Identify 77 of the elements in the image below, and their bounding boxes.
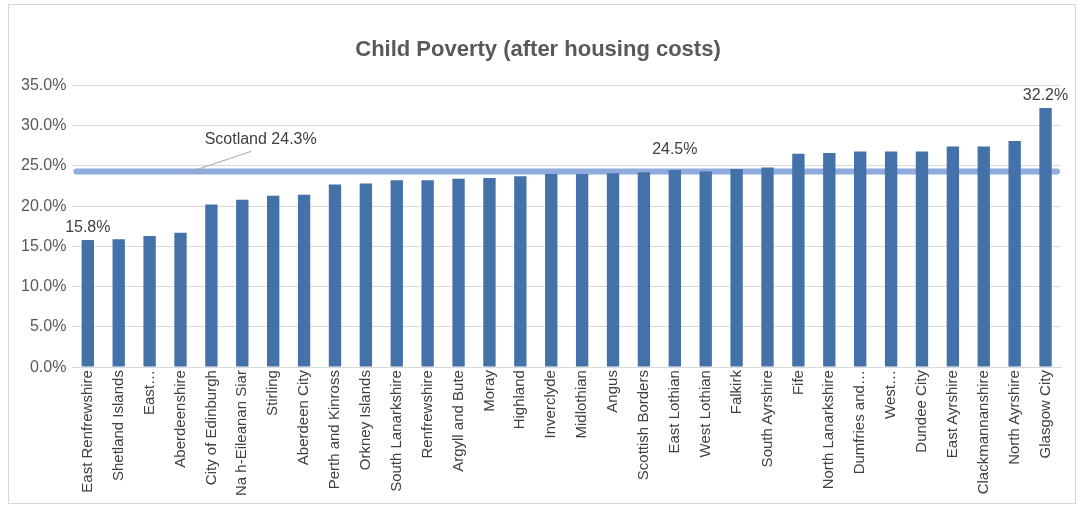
- y-tick-label: 20.0%: [20, 196, 67, 214]
- bar: [236, 199, 249, 367]
- bar: [1008, 140, 1021, 367]
- bar: [915, 151, 929, 367]
- bar: [81, 239, 94, 367]
- bar: [792, 153, 805, 367]
- x-tick-label: Falkirk: [726, 369, 744, 415]
- x-tick-label: Glasgow City: [1035, 369, 1053, 459]
- bar: [637, 172, 651, 367]
- x-tick-label: Scottish Borders: [634, 370, 652, 481]
- bar: [359, 183, 373, 367]
- x-tick-label: Na h-Eileanan Siar: [232, 370, 250, 496]
- y-tick-label: 30.0%: [20, 116, 67, 134]
- x-tick-label: Clackmannanshire: [973, 370, 991, 495]
- x-tick-label: Dumfries and…: [850, 370, 868, 475]
- x-tick-label: Renfrewshire: [417, 370, 435, 459]
- y-tick-label: 25.0%: [20, 156, 67, 174]
- chart-title: Child Poverty (after housing costs): [355, 36, 721, 62]
- bar: [297, 194, 311, 367]
- x-tick-label: Inverclyde: [541, 370, 559, 439]
- bar: [668, 169, 681, 367]
- data-label: 32.2%: [1022, 86, 1069, 104]
- bar: [545, 173, 558, 367]
- y-tick-label: 10.0%: [20, 277, 67, 295]
- x-tick-label: Shetland Islands: [108, 370, 126, 482]
- bar: [328, 184, 342, 367]
- x-tick-label: Argyll and Bute: [448, 370, 466, 472]
- x-tick-label: Aberdeen City: [294, 369, 312, 466]
- x-tick-label: Midlothian: [572, 370, 590, 439]
- y-tick-label: 0.0%: [29, 357, 67, 375]
- bar: [946, 146, 960, 367]
- bar: [761, 167, 774, 367]
- ref-line-label: Scotland 24.3%: [204, 129, 317, 147]
- bar: [452, 178, 465, 367]
- bar: [143, 235, 156, 367]
- bar: [421, 180, 434, 367]
- bar: [823, 153, 836, 367]
- bar: [730, 169, 743, 367]
- x-tick-label: Moray: [479, 369, 497, 412]
- x-tick-label: West…: [881, 370, 899, 419]
- bar: [483, 177, 496, 367]
- x-tick-label: Orkney Islands: [356, 370, 374, 471]
- x-tick-label: East Lothian: [664, 370, 682, 454]
- x-tick-label: North Lanarkshire: [819, 370, 837, 490]
- bar: [575, 173, 589, 367]
- x-tick-label: East Renfrewshire: [77, 370, 95, 493]
- y-tick-label: 15.0%: [20, 236, 67, 254]
- y-tick-label: 35.0%: [20, 75, 67, 93]
- bar: [884, 151, 898, 367]
- x-tick-label: City of Edinburgh: [201, 370, 219, 486]
- bar: [174, 232, 187, 367]
- bar: [977, 146, 990, 367]
- x-tick-label: South Ayrshire: [757, 370, 775, 468]
- bar: [514, 176, 527, 367]
- bar: [854, 151, 867, 367]
- x-tick-label: East…: [139, 370, 157, 416]
- bar: [205, 204, 218, 367]
- bar: [699, 171, 712, 367]
- x-tick-label: Dundee City: [912, 369, 930, 453]
- x-tick-label: Aberdeenshire: [170, 370, 188, 468]
- data-label: 15.8%: [65, 218, 111, 236]
- bar: [606, 173, 620, 367]
- x-tick-label: West Lothian: [695, 370, 713, 458]
- x-tick-label: East Ayrshire: [943, 370, 961, 459]
- x-tick-label: North Ayrshire: [1004, 370, 1022, 465]
- x-tick-label: Fife: [788, 370, 806, 396]
- bar: [1039, 107, 1052, 367]
- x-tick-label: South Lanarkshire: [386, 370, 404, 492]
- bar: [112, 239, 125, 367]
- x-tick-label: Stirling: [263, 370, 281, 416]
- bar: [390, 180, 403, 367]
- data-label: 24.5%: [652, 139, 698, 157]
- x-tick-label: Perth and Kinross: [325, 370, 343, 490]
- x-tick-label: Highland: [510, 370, 528, 430]
- x-tick-label: Angus: [603, 370, 621, 413]
- bar: [267, 195, 280, 367]
- y-tick-label: 5.0%: [29, 317, 67, 335]
